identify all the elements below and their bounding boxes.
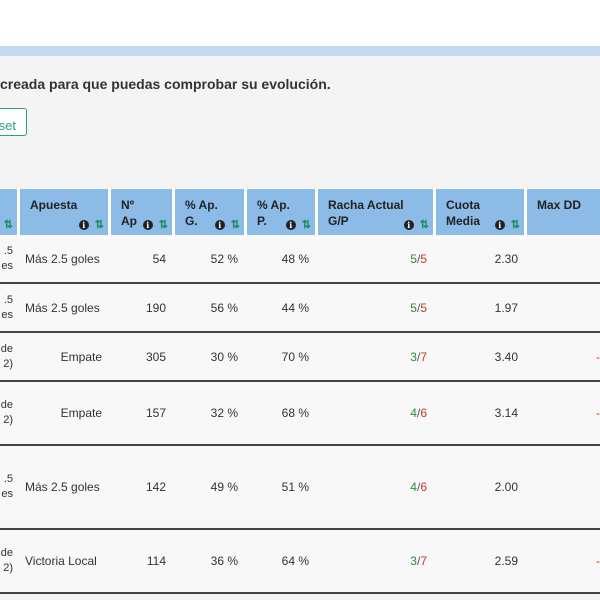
streak-cell: 5/5	[315, 284, 433, 333]
num-bets-cell: 114	[108, 530, 172, 594]
num-bets-cell: 142	[108, 446, 172, 530]
info-icon[interactable]: i	[142, 219, 153, 230]
avg-odds-cell: 1.97	[433, 284, 524, 333]
avg-odds-cell: 2.30	[433, 235, 524, 284]
info-icon[interactable]: i	[494, 219, 505, 230]
avg-odds-cell: 3.40	[433, 333, 524, 382]
reset-button[interactable]: set	[0, 108, 27, 136]
col-header-pct-perdidas[interactable]: % Ap. P. i ⇅	[244, 189, 315, 235]
main-content: creada para que puedas comprobar su evol…	[0, 56, 600, 600]
match-cell: .5 es	[0, 284, 17, 333]
streak-cell: 5/5	[315, 235, 433, 284]
bet-cell: Empate	[17, 382, 108, 446]
info-icon[interactable]: i	[403, 219, 414, 230]
max-dd-cell: -	[524, 382, 600, 446]
match-cell: de 2)	[0, 530, 17, 594]
pct-won-cell: 52 %	[172, 235, 244, 284]
avg-odds-cell: 2.00	[433, 446, 524, 530]
col-header-max-dd[interactable]: Max DD	[524, 189, 600, 235]
table-row[interactable]: de 2) Empate 157 32 % 68 % 4/6 3.14 -	[0, 382, 600, 446]
num-bets-cell: 54	[108, 235, 172, 284]
top-header	[0, 0, 600, 46]
pct-lost-cell: 68 %	[244, 382, 315, 446]
col-header-apuesta[interactable]: Apuesta i ⇅	[17, 189, 108, 235]
info-icon[interactable]: i	[214, 219, 225, 230]
table-header-row: ⇅ Apuesta i ⇅ Nº Ap i ⇅ % Ap. G. i ⇅ % Ap	[0, 189, 600, 235]
max-dd-cell	[524, 235, 600, 284]
table-row[interactable]: .5 es Más 2.5 goles 190 56 % 44 % 5/5 1.9…	[0, 284, 600, 333]
bet-cell: Más 2.5 goles	[17, 446, 108, 530]
info-icon[interactable]: i	[285, 219, 296, 230]
accent-bar	[0, 46, 600, 56]
pct-won-cell: 49 %	[172, 446, 244, 530]
sort-icon[interactable]: ⇅	[158, 219, 168, 231]
sort-icon[interactable]: ⇅	[94, 219, 104, 231]
max-dd-cell: -	[524, 333, 600, 382]
bet-cell: Más 2.5 goles	[17, 235, 108, 284]
num-bets-cell: 305	[108, 333, 172, 382]
num-bets-cell: 157	[108, 382, 172, 446]
avg-odds-cell: 3.14	[433, 382, 524, 446]
col-header-cuota[interactable]: Cuota Media i ⇅	[433, 189, 524, 235]
info-icon[interactable]: i	[78, 219, 89, 230]
table-row[interactable]: .5 es Más 2.5 goles 142 49 % 51 % 4/6 2.0…	[0, 446, 600, 530]
sort-icon[interactable]: ⇅	[3, 219, 13, 231]
col-header-pct-ganadas[interactable]: % Ap. G. i ⇅	[172, 189, 244, 235]
table-row[interactable]: de 2) Victoria Local 114 36 % 64 % 3/7 2.…	[0, 530, 600, 594]
match-cell: de 2)	[0, 333, 17, 382]
streak-cell: 4/6	[315, 382, 433, 446]
streak-cell: 3/7	[315, 333, 433, 382]
pct-lost-cell: 51 %	[244, 446, 315, 530]
match-cell: .5 es	[0, 235, 17, 284]
num-bets-cell: 190	[108, 284, 172, 333]
pct-lost-cell: 64 %	[244, 530, 315, 594]
bet-cell: Más 2.5 goles	[17, 284, 108, 333]
max-dd-cell	[524, 284, 600, 333]
max-dd-cell: -	[524, 530, 600, 594]
match-cell: de 2)	[0, 382, 17, 446]
table-row[interactable]: .5 es Más 2.5 goles 54 52 % 48 % 5/5 2.30	[0, 235, 600, 284]
max-dd-cell	[524, 446, 600, 530]
pct-won-cell: 56 %	[172, 284, 244, 333]
pct-lost-cell: 70 %	[244, 333, 315, 382]
col-header-partido[interactable]: ⇅	[0, 189, 17, 235]
bet-cell: Victoria Local	[17, 530, 108, 594]
intro-text: creada para que puedas comprobar su evol…	[0, 76, 331, 92]
pct-won-cell: 30 %	[172, 333, 244, 382]
sort-icon[interactable]: ⇅	[301, 219, 311, 231]
pct-won-cell: 32 %	[172, 382, 244, 446]
streak-cell: 4/6	[315, 446, 433, 530]
pct-won-cell: 36 %	[172, 530, 244, 594]
match-cell: .5 es	[0, 446, 17, 530]
pct-lost-cell: 48 %	[244, 235, 315, 284]
col-header-racha[interactable]: Racha Actual G/P i ⇅	[315, 189, 433, 235]
streak-cell: 3/7	[315, 530, 433, 594]
col-header-num-apuestas[interactable]: Nº Ap i ⇅	[108, 189, 172, 235]
sort-icon[interactable]: ⇅	[419, 219, 429, 231]
pct-lost-cell: 44 %	[244, 284, 315, 333]
sort-icon[interactable]: ⇅	[510, 219, 520, 231]
table-row[interactable]: de 2) Empate 305 30 % 70 % 3/7 3.40 -	[0, 333, 600, 382]
bet-cell: Empate	[17, 333, 108, 382]
avg-odds-cell: 2.59	[433, 530, 524, 594]
stats-table: ⇅ Apuesta i ⇅ Nº Ap i ⇅ % Ap. G. i ⇅ % Ap	[0, 189, 600, 594]
sort-icon[interactable]: ⇅	[230, 219, 240, 231]
